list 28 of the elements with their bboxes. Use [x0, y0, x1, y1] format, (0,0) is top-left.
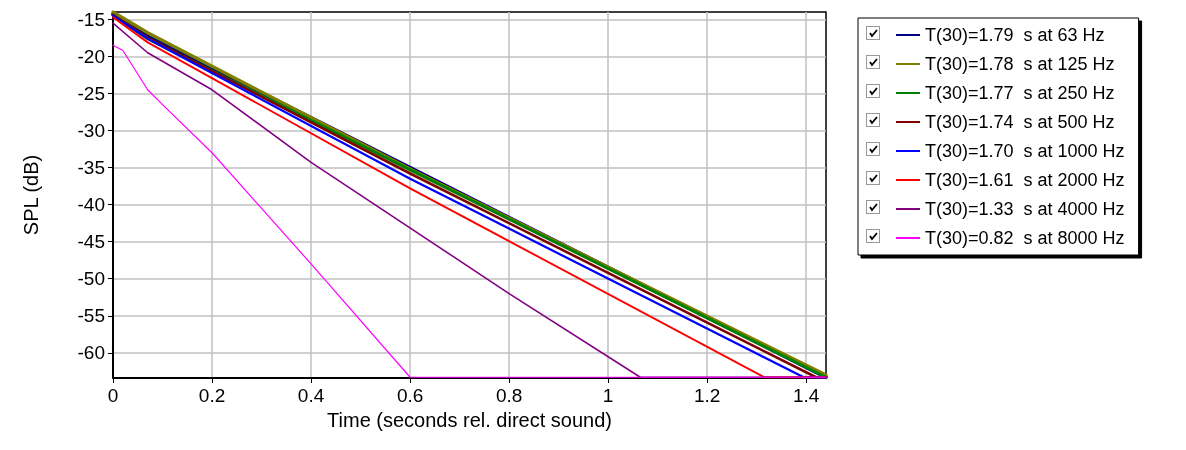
y-tick-label: -40: [77, 194, 105, 216]
y-tick-label: -50: [77, 268, 105, 290]
y-tick-label: -55: [77, 305, 105, 327]
y-tick-label: -45: [77, 231, 105, 253]
x-tick-label: 0.4: [297, 385, 325, 406]
legend-label: T(30)=0.82 s at 8000 Hz: [925, 228, 1125, 248]
legend-label: T(30)=1.77 s at 250 Hz: [925, 83, 1115, 103]
x-tick-label: 0: [107, 385, 119, 406]
y-tick-label: -30: [77, 120, 105, 142]
y-tick-label: -35: [77, 157, 105, 179]
x-tick-label: 0.2: [198, 385, 226, 406]
x-tick-label: 1: [602, 385, 614, 406]
x-axis-title: Time (seconds rel. direct sound): [327, 409, 612, 431]
legend-label: T(30)=1.61 s at 2000 Hz: [925, 170, 1125, 190]
y-tick-label: -15: [77, 8, 105, 30]
y-axis-title: SPL (dB): [20, 154, 42, 236]
legend-label: T(30)=1.78 s at 125 Hz: [925, 54, 1115, 74]
x-tick-label: 0.8: [495, 385, 523, 406]
legend-label: T(30)=1.33 s at 4000 Hz: [925, 199, 1125, 219]
legend-label: T(30)=1.74 s at 500 Hz: [925, 112, 1115, 132]
x-tick-label: 0.6: [396, 385, 424, 406]
x-tick-label: 1.2: [693, 385, 721, 406]
y-tick-label: -20: [77, 45, 105, 67]
x-tick-label: 1.4: [792, 385, 820, 406]
y-tick-label: -25: [77, 83, 105, 104]
y-tick-label: -60: [77, 342, 105, 364]
legend-label: T(30)=1.79 s at 63 Hz: [925, 25, 1105, 45]
legend-label: T(30)=1.70 s at 1000 Hz: [925, 141, 1125, 161]
